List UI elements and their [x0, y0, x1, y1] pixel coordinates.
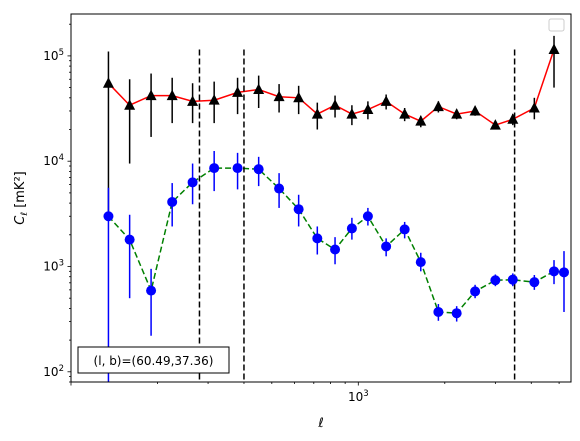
series-1-point	[432, 100, 444, 112]
series-1-point	[362, 103, 374, 114]
series-1-point	[187, 95, 199, 106]
series-2-point	[399, 224, 410, 235]
series-2-point	[470, 286, 481, 297]
y-axis-label: Cℓ [mK²]	[13, 171, 30, 224]
series-2-point	[415, 257, 426, 268]
annotation-text: (l, b)=(60.49,37.36)	[94, 354, 214, 368]
series-2-point	[274, 183, 285, 194]
series-2-point	[293, 204, 304, 215]
series-1-point	[469, 104, 481, 116]
series-2-point	[312, 233, 323, 244]
annotation-box	[77, 346, 230, 374]
y-tick-label: 104	[43, 153, 64, 168]
series-2-point	[362, 211, 373, 222]
series-1-point	[346, 108, 358, 119]
series-1-point	[232, 86, 244, 97]
series-1-point	[380, 95, 392, 106]
series-1-point	[311, 108, 323, 119]
series-2-point	[187, 177, 198, 188]
series-1-point	[548, 43, 560, 55]
series-2-point	[381, 241, 392, 252]
series-2-point	[330, 244, 341, 255]
series-1-point	[145, 89, 157, 101]
series-2-point	[346, 223, 357, 234]
series-2-point	[167, 196, 178, 207]
axis-labels-layer: ℓ Cℓ [mK²]	[13, 171, 324, 431]
series-1-point	[451, 108, 463, 119]
y-tick-label: 103	[43, 258, 64, 273]
series-1-point	[124, 99, 136, 110]
y-tick-label: 102	[43, 364, 64, 379]
vlines-layer	[198, 49, 516, 382]
series-1-point	[208, 94, 220, 105]
series-2-point	[451, 308, 462, 319]
series-1-point	[293, 91, 305, 103]
series-2-point	[124, 234, 135, 245]
series-2-point	[103, 211, 114, 222]
series-1-point	[507, 113, 519, 124]
series-2-point	[559, 267, 570, 278]
series-1-point	[273, 90, 285, 102]
series-2-point	[433, 306, 444, 317]
series-1-point	[399, 108, 411, 119]
legend-layer	[548, 18, 565, 32]
series-2-point	[549, 266, 560, 277]
series-2-point	[232, 163, 243, 174]
series-1-point	[415, 115, 427, 126]
series-2-point	[253, 164, 264, 175]
series-1-point	[102, 77, 114, 88]
plot-frame	[70, 13, 572, 383]
markers-layer	[102, 43, 570, 319]
series-2-point	[507, 274, 518, 285]
y-tick-label: 105	[43, 48, 64, 63]
series-1-point	[489, 119, 501, 130]
series-1-point	[528, 102, 540, 113]
series-2-point	[529, 277, 540, 288]
x-tick-label: 103	[348, 389, 369, 404]
series-1-point	[166, 89, 178, 101]
series-2-point	[209, 163, 220, 174]
legend-box	[548, 18, 565, 32]
series-2-point	[490, 275, 501, 286]
series-1-point	[253, 83, 265, 94]
x-axis-label: ℓ	[317, 416, 323, 431]
series-2-point	[146, 285, 157, 296]
annotation-layer: (l, b)=(60.49,37.36)	[77, 346, 230, 374]
series-1-point	[329, 99, 341, 110]
